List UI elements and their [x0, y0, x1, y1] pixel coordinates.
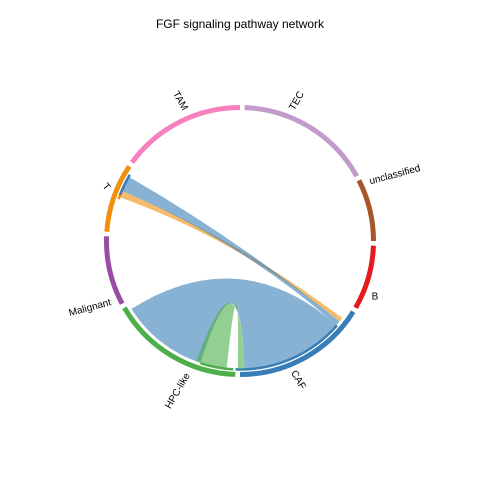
sector-label-hpc-like: HPC-like — [163, 371, 192, 411]
sector-label-unclassified: unclassified — [368, 163, 421, 187]
sector-label-malignant: Malignant — [68, 297, 113, 319]
sector-tam — [129, 105, 241, 165]
sector-label-b: B — [372, 292, 379, 303]
sector-hpc-like — [122, 306, 236, 377]
chord-links — [117, 174, 343, 371]
sector-label-tam: TAM — [170, 89, 190, 112]
sector-malignant — [104, 236, 125, 305]
chord-sectors — [104, 105, 376, 377]
link-t-to-caf — [119, 190, 343, 322]
chart-title: FGF signaling pathway network — [156, 17, 325, 31]
link-caf-to-t — [122, 177, 340, 325]
sector-label-caf: CAF — [288, 369, 308, 392]
link-hpc-like-to-caf — [196, 302, 245, 369]
sector-caf — [239, 310, 356, 377]
sector-unclassified — [356, 179, 376, 242]
sector-tec — [244, 105, 359, 178]
sector-label-t: T — [100, 181, 112, 193]
sector-b — [353, 245, 376, 309]
sector-label-tec: TEC — [287, 90, 307, 113]
link-base-caf-to-hpc-like — [235, 324, 338, 371]
sector-t — [104, 164, 132, 232]
link-base-hpc-like-to-caf — [199, 362, 234, 371]
link-caf-to-hpc-like — [131, 278, 337, 369]
link-base-caf-to-t — [118, 174, 131, 196]
